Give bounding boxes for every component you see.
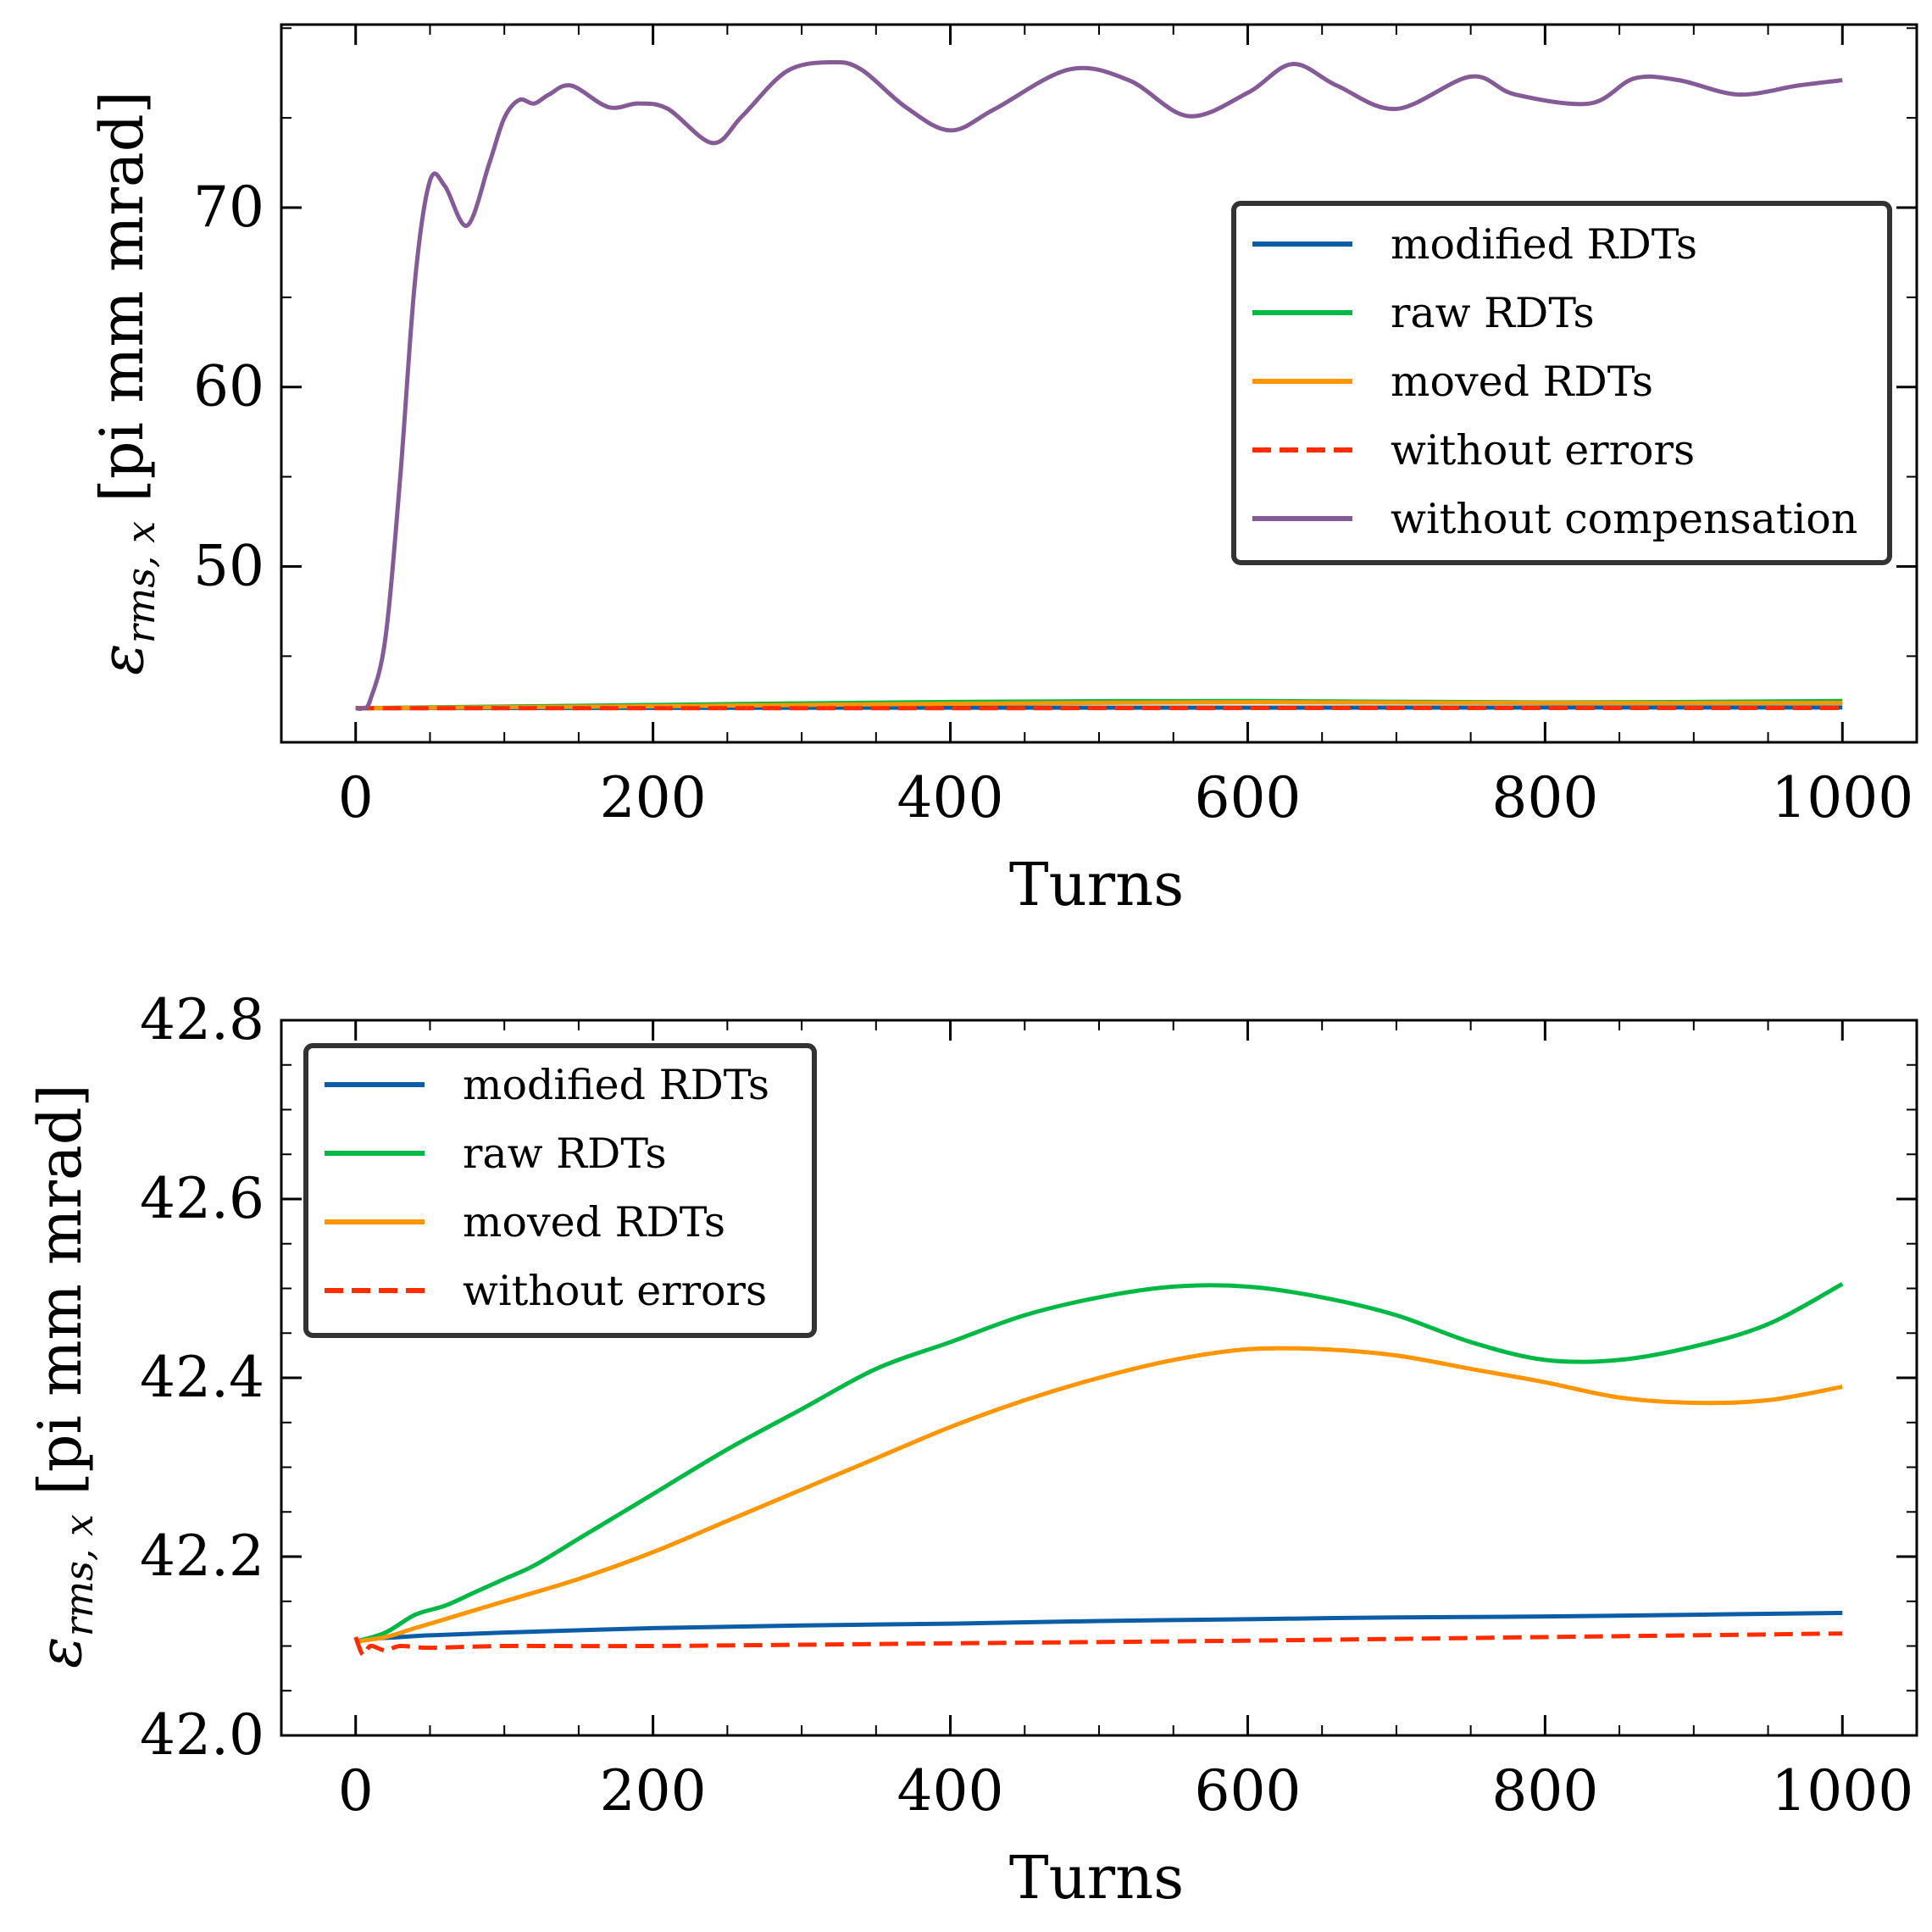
top-y-tick-label: 60 xyxy=(193,354,264,419)
top-legend-label-moved-rdts: moved RDTs xyxy=(1391,358,1653,406)
bottom-y-symbol: ε xyxy=(25,1636,95,1668)
bottom-plot-lines xyxy=(353,1282,1844,1657)
bottom-y-tick-label: 42.6 xyxy=(140,1166,264,1231)
bottom-series-without-errors xyxy=(353,1631,1843,1657)
top-y-axis-label: εrms, x [pi mm mrad] xyxy=(87,91,164,675)
top-x-tick-label: 800 xyxy=(1491,765,1598,830)
bottom-y-subscript: rms, x xyxy=(56,1514,102,1636)
top-x-tick-label: 1000 xyxy=(1771,765,1913,830)
bottom-y-units: [pi mm mrad] xyxy=(25,1084,95,1495)
bottom-ticks xyxy=(281,1019,1917,1737)
bottom-x-tick-label: 400 xyxy=(897,1758,1004,1824)
bottom-panel: 0 200 400 600 800 1000 42.0 42.2 42.4 42.6 42.8 Tu… xyxy=(25,987,1918,1913)
top-y-tick-label: 50 xyxy=(193,533,264,598)
top-legend-box xyxy=(1231,201,1892,565)
top-y-units: [pi mm mrad] xyxy=(87,91,157,502)
bottom-x-tick-label: 600 xyxy=(1194,1758,1301,1824)
bottom-y-tick-label: 42.4 xyxy=(140,1345,264,1410)
bottom-series-modified-rdts xyxy=(355,1610,1843,1644)
top-legend: modified RDTs raw RDTs moved RDTs without e… xyxy=(1231,201,1892,565)
top-series-without-compensation xyxy=(355,59,1843,712)
top-y-subscript: rms, x xyxy=(118,521,164,643)
bottom-y-tick-label: 42.2 xyxy=(140,1524,264,1589)
top-y-symbol: ε xyxy=(87,643,157,675)
bottom-y-axis-label: εrms, x [pi mm mrad] xyxy=(25,1084,102,1668)
bottom-x-tick-label: 800 xyxy=(1491,1758,1598,1824)
bottom-x-axis-label: Turns xyxy=(1009,1843,1184,1913)
bottom-series-moved-rdts xyxy=(355,1346,1843,1644)
bottom-legend-label-moved-rdts: moved RDTs xyxy=(463,1198,725,1246)
bottom-legend-label-without-errors: without errors xyxy=(463,1267,767,1315)
top-legend-label-without-compensation: without compensation xyxy=(1391,495,1857,543)
bottom-x-tick-label: 1000 xyxy=(1771,1758,1913,1824)
top-legend-label-without-errors: without errors xyxy=(1391,426,1695,475)
top-plot-lines xyxy=(355,59,1843,712)
top-x-axis-label: Turns xyxy=(1009,850,1184,919)
top-tick-labels: 0 200 400 600 800 1000 50 60 70 xyxy=(193,175,1913,830)
bottom-y-tick-label: 42.0 xyxy=(140,1702,264,1768)
bottom-legend-box xyxy=(303,1043,817,1338)
top-x-tick-label: 600 xyxy=(1194,765,1301,830)
bottom-x-tick-label: 200 xyxy=(600,1758,707,1824)
bottom-legend-label-modified-rdts: modified RDTs xyxy=(463,1061,769,1109)
top-x-tick-label: 0 xyxy=(338,765,374,830)
top-panel: 0 200 400 600 800 1000 50 60 70 Turns εrms, x [p… xyxy=(87,23,1918,919)
top-legend-label-modified-rdts: modified RDTs xyxy=(1391,220,1697,269)
bottom-legend-label-raw-rdts: raw RDTs xyxy=(463,1130,667,1178)
bottom-legend: modified RDTs raw RDTs moved RDTs without e… xyxy=(303,1043,817,1338)
top-ticks xyxy=(281,25,1917,742)
bottom-series-raw-rdts xyxy=(355,1282,1844,1644)
bottom-x-tick-label: 0 xyxy=(338,1758,374,1824)
bottom-y-tick-label: 42.8 xyxy=(140,987,264,1052)
top-x-tick-label: 200 xyxy=(600,765,707,830)
top-legend-label-raw-rdts: raw RDTs xyxy=(1391,289,1595,337)
bottom-tick-labels: 0 200 400 600 800 1000 42.0 42.2 42.4 42.6 42.8 xyxy=(140,987,1913,1824)
top-x-tick-label: 400 xyxy=(897,765,1004,830)
top-y-tick-label: 70 xyxy=(193,175,264,240)
